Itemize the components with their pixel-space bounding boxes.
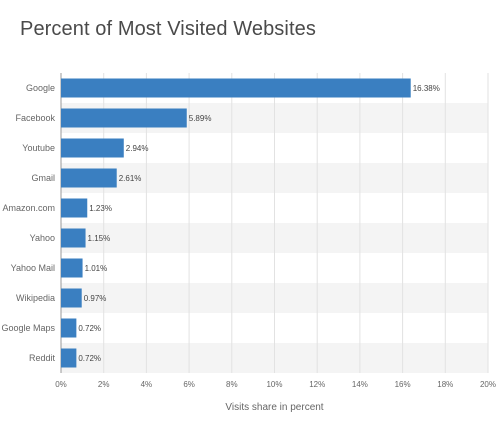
category-label: Amazon.com bbox=[2, 203, 55, 213]
x-tick-label: 10% bbox=[266, 380, 282, 389]
x-tick-label: 12% bbox=[309, 380, 325, 389]
x-tick-label: 16% bbox=[395, 380, 411, 389]
bar bbox=[61, 288, 82, 308]
x-tick-label: 8% bbox=[226, 380, 238, 389]
x-axis-title: Visits share in percent bbox=[225, 402, 323, 413]
category-label: Gmail bbox=[31, 173, 55, 183]
category-label: Wikipedia bbox=[16, 293, 55, 303]
x-tick-label: 14% bbox=[352, 380, 368, 389]
bar bbox=[61, 78, 411, 98]
x-tick-label: 2% bbox=[98, 380, 110, 389]
bar bbox=[61, 348, 77, 368]
bar bbox=[61, 258, 83, 278]
chart-title: Percent of Most Visited Websites bbox=[20, 18, 316, 40]
category-label: Facebook bbox=[15, 113, 55, 123]
value-label: 16.38% bbox=[413, 84, 440, 93]
value-label: 1.23% bbox=[89, 204, 112, 213]
category-label: Google Maps bbox=[1, 323, 55, 333]
value-label: 0.72% bbox=[78, 354, 101, 363]
bar bbox=[61, 318, 77, 338]
value-label: 2.61% bbox=[119, 174, 142, 183]
x-tick-label: 6% bbox=[183, 380, 195, 389]
bar bbox=[61, 168, 117, 188]
value-label: 0.97% bbox=[84, 294, 107, 303]
value-label: 2.94% bbox=[126, 144, 149, 153]
category-label: Reddit bbox=[29, 353, 56, 363]
value-label: 5.89% bbox=[189, 114, 212, 123]
bar bbox=[61, 108, 187, 128]
x-tick-label: 4% bbox=[141, 380, 153, 389]
category-label: Youtube bbox=[22, 143, 55, 153]
category-label: Google bbox=[26, 83, 55, 93]
x-tick-label: 20% bbox=[480, 380, 496, 389]
category-label: Yahoo bbox=[30, 233, 55, 243]
category-label: Yahoo Mail bbox=[11, 263, 55, 273]
bar bbox=[61, 138, 124, 158]
x-tick-label: 18% bbox=[437, 380, 453, 389]
value-label: 1.01% bbox=[85, 264, 108, 273]
bar bbox=[61, 198, 88, 218]
value-label: 0.72% bbox=[78, 324, 101, 333]
value-label: 1.15% bbox=[88, 234, 111, 243]
bar bbox=[61, 228, 86, 248]
x-tick-label: 0% bbox=[55, 380, 67, 389]
